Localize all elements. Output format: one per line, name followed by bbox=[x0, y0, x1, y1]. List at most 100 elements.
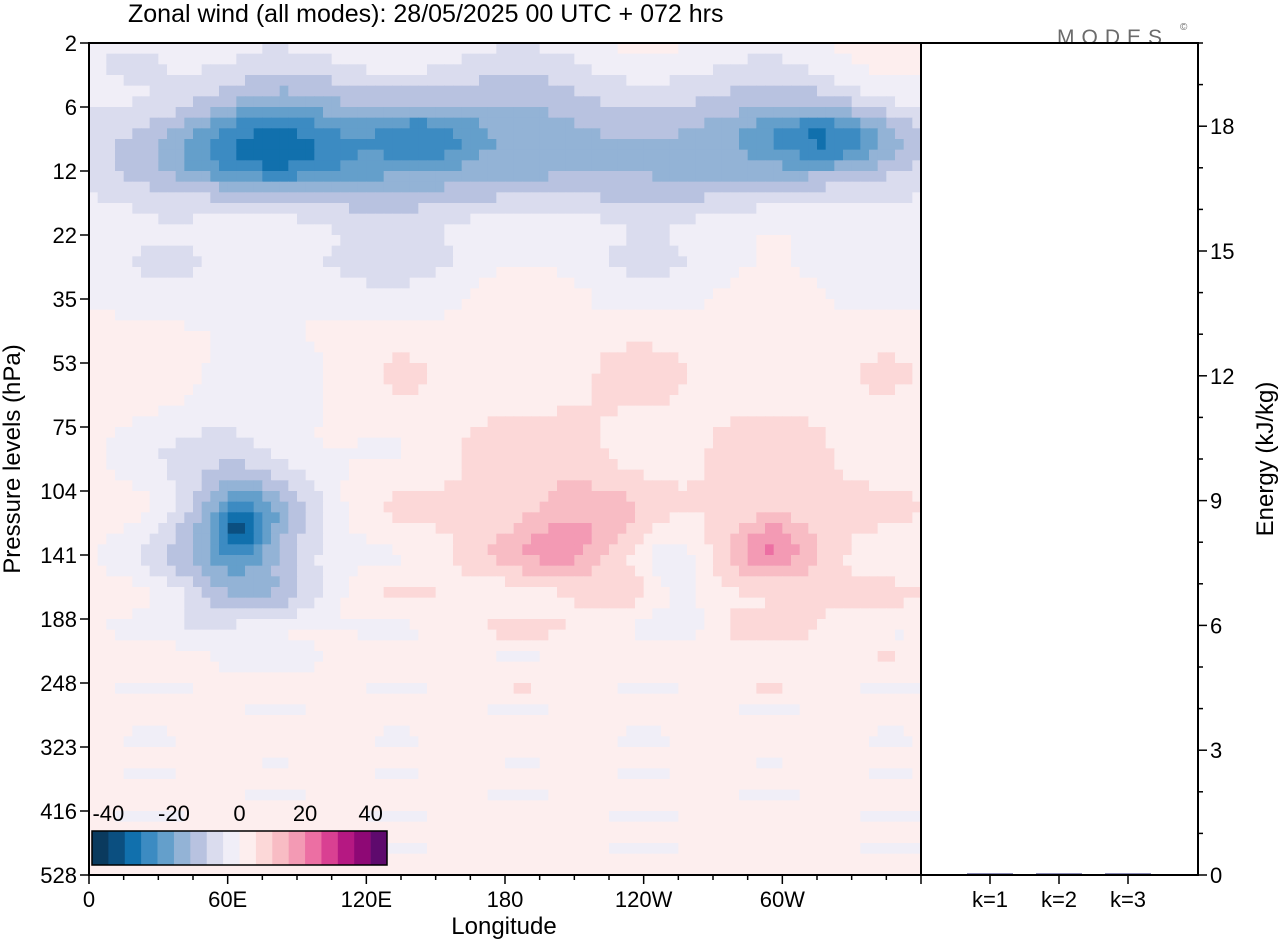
heatmap-cell bbox=[505, 288, 515, 300]
heatmap-cell bbox=[375, 267, 385, 279]
heatmap-cell bbox=[903, 459, 913, 471]
heatmap-cell bbox=[661, 427, 671, 439]
heatmap-cell bbox=[799, 352, 809, 364]
heatmap-cell bbox=[297, 363, 307, 375]
heatmap-cell bbox=[149, 203, 159, 215]
heatmap-cell bbox=[357, 213, 367, 225]
heatmap-cell bbox=[331, 288, 341, 300]
heatmap-cell bbox=[721, 224, 731, 236]
heatmap-cell bbox=[141, 85, 151, 97]
heatmap-cell bbox=[305, 352, 315, 364]
heatmap-cell bbox=[756, 352, 766, 364]
heatmap-cell bbox=[479, 43, 489, 55]
heatmap-cell bbox=[158, 427, 168, 439]
heatmap-cell bbox=[765, 437, 775, 449]
heatmap-cell bbox=[496, 64, 506, 76]
heatmap-cell bbox=[340, 373, 350, 385]
heatmap-cell bbox=[574, 139, 584, 151]
heatmap-cell bbox=[713, 416, 723, 428]
heatmap-cell bbox=[834, 171, 844, 183]
heatmap-cell bbox=[331, 309, 341, 321]
heatmap-cell bbox=[366, 277, 376, 289]
heatmap-cell bbox=[479, 416, 489, 428]
heatmap-cell bbox=[444, 544, 454, 556]
heatmap-cell bbox=[808, 128, 818, 140]
heatmap-cell bbox=[765, 395, 775, 407]
heatmap-cell bbox=[245, 117, 255, 129]
heatmap-cell bbox=[479, 203, 489, 215]
heatmap-cell bbox=[201, 320, 211, 332]
heatmap-cell bbox=[557, 235, 567, 247]
heatmap-cell bbox=[167, 555, 177, 567]
heatmap-cell bbox=[808, 149, 818, 161]
heatmap-cell bbox=[193, 565, 203, 577]
heatmap-cell bbox=[825, 299, 835, 311]
heatmap-cell bbox=[193, 171, 203, 183]
heatmap-cell bbox=[340, 85, 350, 97]
heatmap-cell bbox=[505, 213, 515, 225]
heatmap-cell bbox=[89, 480, 99, 492]
heatmap-cell bbox=[661, 448, 671, 460]
heatmap-cell bbox=[340, 565, 350, 577]
heatmap-cell bbox=[141, 576, 151, 588]
heatmap-cell bbox=[817, 320, 827, 332]
heatmap-cell bbox=[245, 405, 255, 417]
heatmap-cell bbox=[843, 171, 853, 183]
heatmap-cell bbox=[834, 576, 844, 588]
heatmap-cell bbox=[487, 213, 497, 225]
heatmap-cell bbox=[340, 53, 350, 65]
heatmap-cell bbox=[661, 480, 671, 492]
heatmap-cell bbox=[349, 288, 359, 300]
heatmap-cell bbox=[851, 160, 861, 172]
heatmap-cell bbox=[418, 128, 428, 140]
heatmap-cell bbox=[392, 64, 402, 76]
heatmap-cell bbox=[600, 448, 610, 460]
heatmap-cell bbox=[739, 565, 749, 577]
heatmap-cell bbox=[97, 469, 107, 481]
heatmap-cell bbox=[279, 267, 289, 279]
heatmap-cell bbox=[721, 491, 731, 503]
heatmap-cell bbox=[903, 395, 913, 407]
heatmap-cell bbox=[877, 416, 887, 428]
heatmap-cell bbox=[825, 459, 835, 471]
heatmap-cell bbox=[704, 75, 714, 87]
heatmap-cell bbox=[791, 448, 801, 460]
heatmap-cell bbox=[461, 117, 471, 129]
heatmap-cell bbox=[193, 469, 203, 481]
heatmap-cell bbox=[799, 288, 809, 300]
heatmap-cell bbox=[418, 523, 428, 535]
heatmap-cell bbox=[869, 117, 879, 129]
heatmap-cell bbox=[505, 395, 515, 407]
heatmap-cell bbox=[574, 224, 584, 236]
heatmap-cell bbox=[817, 576, 827, 588]
heatmap-cell bbox=[271, 288, 281, 300]
heatmap-cell bbox=[461, 309, 471, 321]
heatmap-cell bbox=[141, 373, 151, 385]
heatmap-cell bbox=[661, 469, 671, 481]
heatmap-cell bbox=[583, 160, 593, 172]
heatmap-cell bbox=[409, 384, 419, 396]
heatmap-cell bbox=[895, 309, 905, 321]
heatmap-cell bbox=[669, 288, 679, 300]
heatmap-cell bbox=[323, 512, 333, 524]
heatmap-cell bbox=[479, 107, 489, 119]
heatmap-cell bbox=[479, 181, 489, 193]
heatmap-cell bbox=[297, 267, 307, 279]
heatmap-cell bbox=[479, 117, 489, 129]
heatmap-cell bbox=[539, 373, 549, 385]
heatmap-cell bbox=[583, 427, 593, 439]
heatmap-cell bbox=[409, 405, 419, 417]
heatmap-cell bbox=[149, 352, 159, 364]
heatmap-cell bbox=[531, 363, 541, 375]
heatmap-cell bbox=[704, 192, 714, 204]
heatmap-cell bbox=[522, 203, 532, 215]
heatmap-cell bbox=[418, 384, 428, 396]
heatmap-cell bbox=[219, 181, 229, 193]
heatmap-cell bbox=[661, 64, 671, 76]
heatmap-cell bbox=[479, 576, 489, 588]
heatmap-cell bbox=[435, 117, 445, 129]
heatmap-cell bbox=[782, 107, 792, 119]
heatmap-cell bbox=[219, 395, 229, 407]
heatmap-cell bbox=[444, 469, 454, 481]
heatmap-cell bbox=[903, 245, 913, 257]
